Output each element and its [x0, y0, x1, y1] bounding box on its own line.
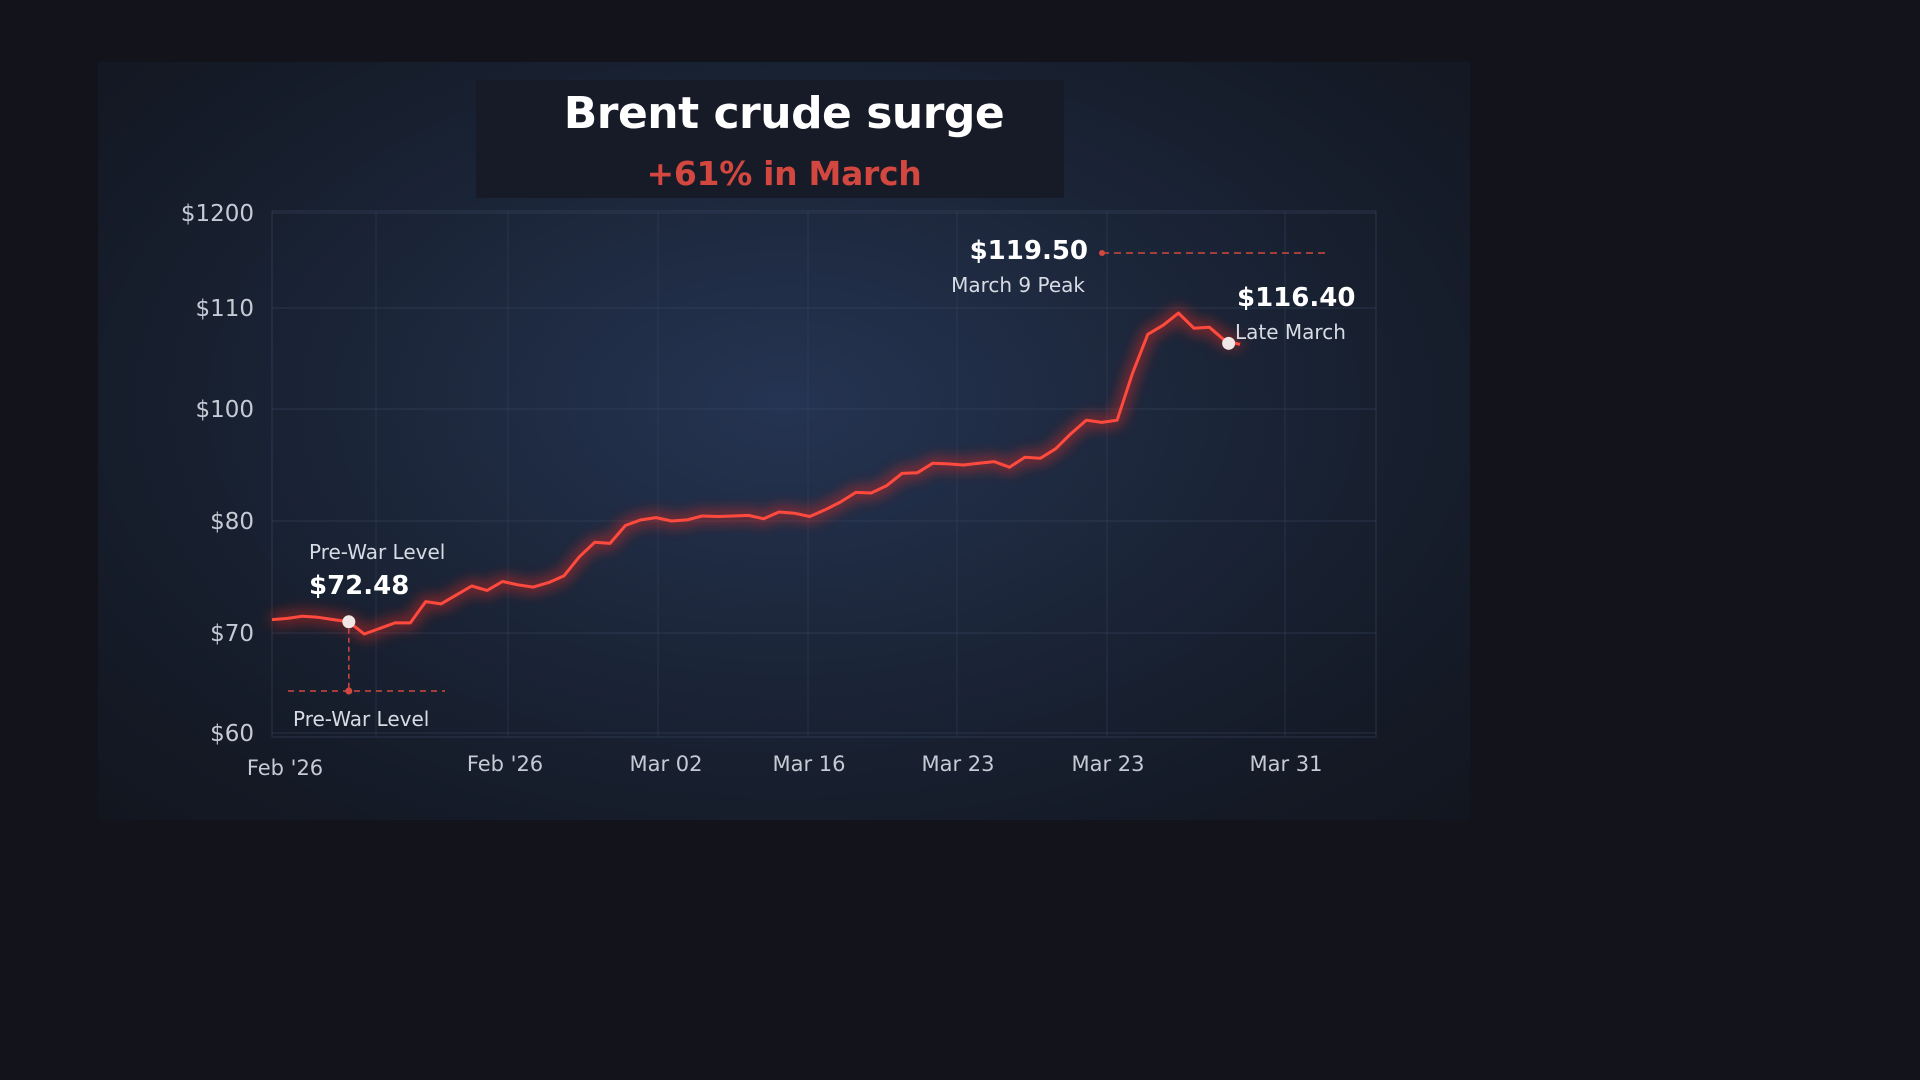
gridlines	[271, 210, 1377, 738]
y-tick-label: $110	[195, 296, 254, 322]
plot-frame	[271, 210, 1377, 738]
price-chart: $1200 $110 $100 $80 $70 $60 Feb '26 Feb '26 Mar…	[181, 201, 1377, 780]
y-tick-label: $70	[210, 621, 254, 647]
prewar-label: Pre-War Level	[309, 540, 445, 564]
prewar-marker	[342, 615, 356, 629]
y-tick-label: $1200	[181, 201, 254, 227]
x-tick-label: Mar 31	[1249, 752, 1322, 776]
y-tick-label: $100	[195, 397, 254, 423]
y-tick-label: $60	[210, 721, 254, 747]
chart-subtitle: +61% in March	[646, 154, 922, 193]
prewar-value: $72.48	[309, 571, 409, 601]
x-tick-label: Feb '26	[467, 752, 543, 776]
title-box	[476, 80, 1064, 198]
late-march-marker	[1222, 336, 1236, 350]
x-tick-label: Feb '26	[247, 756, 323, 780]
peak-label: March 9 Peak	[951, 273, 1085, 297]
x-axis-ticks: Feb '26 Feb '26 Mar 02 Mar 16 Mar 23 Mar 23 Ma…	[247, 752, 1323, 780]
late-march-value: $116.40	[1237, 283, 1355, 313]
price-line-glow	[271, 308, 1242, 639]
prewar-baseline-dot	[345, 687, 353, 695]
chart-title: Brent crude surge	[563, 88, 1005, 139]
peak-guide-dot	[1099, 250, 1105, 256]
x-tick-label: Mar 23	[1071, 752, 1144, 776]
peak-value: $119.50	[970, 236, 1088, 266]
late-march-label: Late March	[1235, 320, 1346, 344]
prewar-baseline-label: Pre-War Level	[293, 707, 429, 731]
x-tick-label: Mar 16	[772, 752, 845, 776]
y-axis-ticks: $1200 $110 $100 $80 $70 $60	[181, 201, 254, 747]
x-tick-label: Mar 23	[921, 752, 994, 776]
x-tick-label: Mar 02	[629, 752, 702, 776]
y-tick-label: $80	[210, 509, 254, 535]
price-line	[271, 311, 1241, 636]
chart-stage: Brent crude surge +61% in March $1200 $11…	[98, 62, 1470, 820]
